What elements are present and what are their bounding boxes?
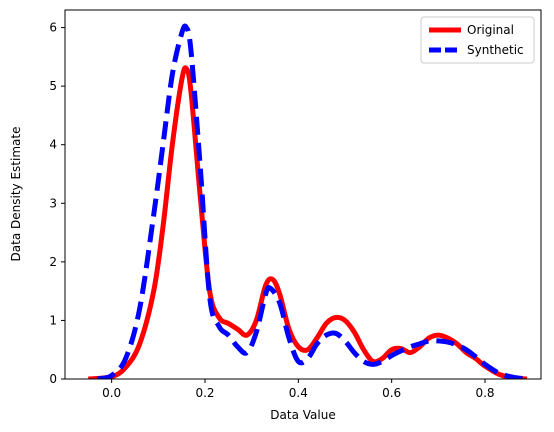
- x-tick-label: 0.4: [289, 386, 308, 400]
- y-tick-label: 4: [49, 138, 57, 152]
- series-line-synthetic: [98, 26, 527, 379]
- y-tick-label: 3: [49, 196, 57, 210]
- y-tick-label: 1: [49, 313, 57, 327]
- x-tick-label: 0.6: [382, 386, 401, 400]
- legend: Original Synthetic: [421, 17, 534, 63]
- x-tick-label: 0.2: [195, 386, 214, 400]
- y-tick-label: 0: [49, 372, 57, 386]
- y-axis-label: Data Density Estimate: [9, 127, 23, 262]
- x-tick-label: 0.0: [102, 386, 121, 400]
- y-axis-ticks: 0 1 2 3 4 5 6: [49, 21, 65, 386]
- legend-label-synthetic: Synthetic: [467, 43, 524, 57]
- series-line-original: [88, 68, 527, 379]
- plot-frame: [65, 10, 541, 379]
- series-layer: [88, 26, 527, 379]
- x-axis-ticks: 0.0 0.2 0.4 0.6 0.8: [102, 379, 494, 400]
- x-axis-label: Data Value: [270, 408, 335, 422]
- legend-label-original: Original: [467, 23, 514, 37]
- y-tick-label: 2: [49, 255, 57, 269]
- x-tick-label: 0.8: [475, 386, 494, 400]
- y-tick-label: 6: [49, 21, 57, 35]
- y-tick-label: 5: [49, 79, 57, 93]
